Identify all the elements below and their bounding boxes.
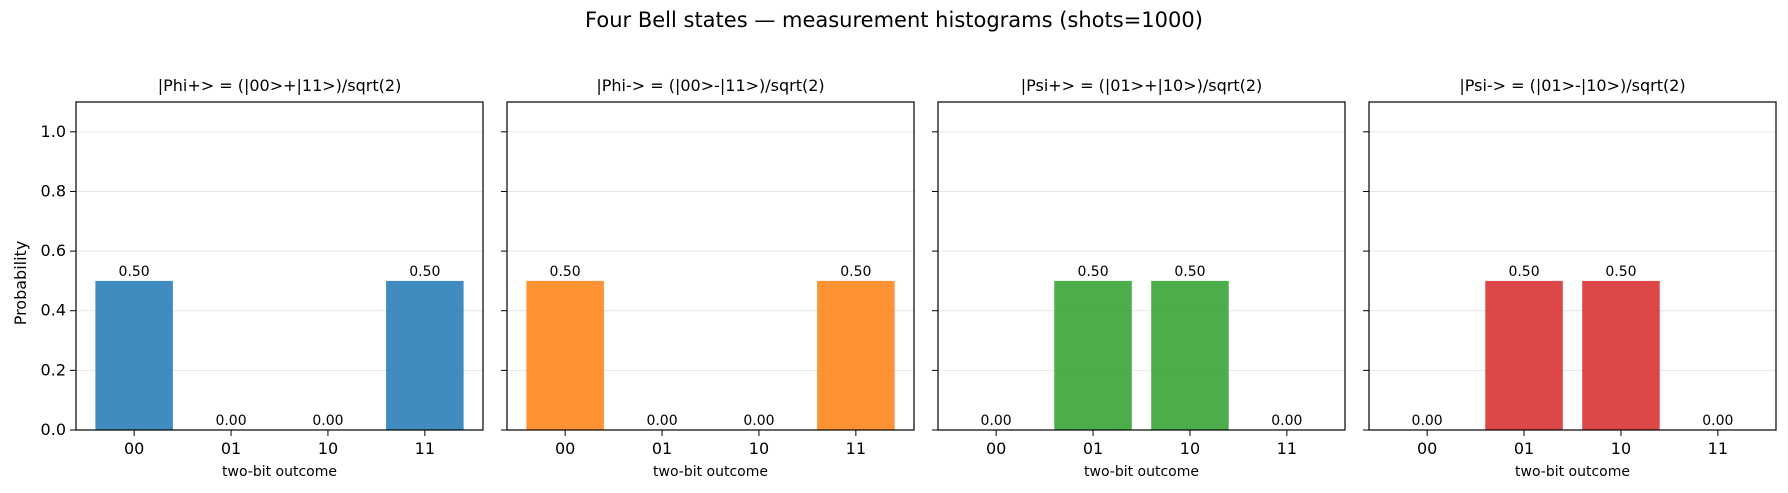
axes-frame: [506, 101, 915, 431]
x-tick-label: 11: [1708, 439, 1728, 458]
y-tick-label: 0.8: [41, 181, 66, 200]
y-axis-label: Probability: [11, 241, 30, 326]
bar: [526, 280, 604, 430]
bar-value-label: 0.50: [1077, 264, 1108, 280]
y-tick-label: 0.2: [41, 360, 66, 379]
x-tick-label: 01: [1514, 439, 1534, 458]
bar: [386, 280, 464, 430]
axes-frame: [937, 101, 1346, 431]
subplot-4: 0.00 00 0.50 01 0.50 10 0.00 11 |Psi-> = (|01>-|…: [1363, 76, 1777, 480]
x-axis-label: two-bit outcome: [653, 464, 768, 480]
bar-value-label: 0.00: [312, 413, 343, 429]
subplot-title: |Phi-> = (|00>-|11>)/sqrt(2): [596, 76, 824, 95]
bar-value-label: 0.00: [743, 413, 774, 429]
axes-frame: [75, 101, 484, 431]
subplot-2: 0.50 00 0.00 01 0.00 10 0.50 11 |Phi-> = (|00>-|…: [501, 76, 915, 480]
bar: [1485, 280, 1563, 430]
figure-title: Four Bell states — measurement histogram…: [585, 8, 1203, 32]
subplot-title: |Psi-> = (|01>-|10>)/sqrt(2): [1459, 76, 1685, 95]
x-tick-label: 11: [415, 439, 435, 458]
bar-value-label: 0.50: [119, 264, 150, 280]
x-tick-label: 11: [1277, 439, 1297, 458]
subplot-title: |Phi+> = (|00>+|11>)/sqrt(2): [158, 76, 402, 95]
bar-value-label: 0.50: [1605, 264, 1636, 280]
x-tick-label: 10: [1180, 439, 1200, 458]
bar-value-label: 0.50: [1174, 264, 1205, 280]
bar-value-label: 0.00: [1412, 413, 1443, 429]
y-tick-label: 0.6: [41, 241, 66, 260]
bar: [1151, 280, 1229, 430]
x-tick-label: 01: [1083, 439, 1103, 458]
y-tick-label: 1.0: [41, 122, 66, 141]
x-tick-label: 11: [846, 439, 866, 458]
x-tick-label: 01: [652, 439, 672, 458]
x-tick-label: 10: [318, 439, 338, 458]
axes-frame: [1368, 101, 1777, 431]
subplot-panels: 0.50 00 0.00 01 0.00 10 0.50 11 0.0 0.2 0.4 0.6 0.8 1…: [41, 76, 1777, 480]
x-axis-label: two-bit outcome: [222, 464, 337, 480]
bar-value-label: 0.00: [215, 413, 246, 429]
x-tick-label: 00: [986, 439, 1006, 458]
bar-value-label: 0.00: [1702, 413, 1733, 429]
bar-value-label: 0.50: [409, 264, 440, 280]
x-tick-label: 01: [221, 439, 241, 458]
x-tick-label: 10: [1611, 439, 1631, 458]
bar: [95, 280, 173, 430]
x-tick-label: 00: [1417, 439, 1437, 458]
bar-value-label: 0.50: [840, 264, 871, 280]
bar-value-label: 0.50: [1508, 264, 1539, 280]
subplot-1: 0.50 00 0.00 01 0.00 10 0.50 11 0.0 0.2 0.4 0.6 0.8 1…: [41, 76, 484, 480]
bar: [817, 280, 895, 430]
bar-value-label: 0.00: [1271, 413, 1302, 429]
bar-value-label: 0.00: [646, 413, 677, 429]
x-tick-label: 00: [124, 439, 144, 458]
bar: [1582, 280, 1660, 430]
x-tick-label: 00: [555, 439, 575, 458]
y-tick-label: 0.0: [41, 420, 66, 439]
x-tick-label: 10: [749, 439, 769, 458]
bar: [1054, 280, 1132, 430]
y-tick-label: 0.4: [41, 301, 66, 320]
subplot-3: 0.00 00 0.50 01 0.50 10 0.00 11 |Psi+> = (|01>+|…: [932, 76, 1346, 480]
x-axis-label: two-bit outcome: [1515, 464, 1630, 480]
subplot-title: |Psi+> = (|01>+|10>)/sqrt(2): [1021, 76, 1263, 95]
x-axis-label: two-bit outcome: [1084, 464, 1199, 480]
bar-value-label: 0.50: [550, 264, 581, 280]
bar-value-label: 0.00: [981, 413, 1012, 429]
